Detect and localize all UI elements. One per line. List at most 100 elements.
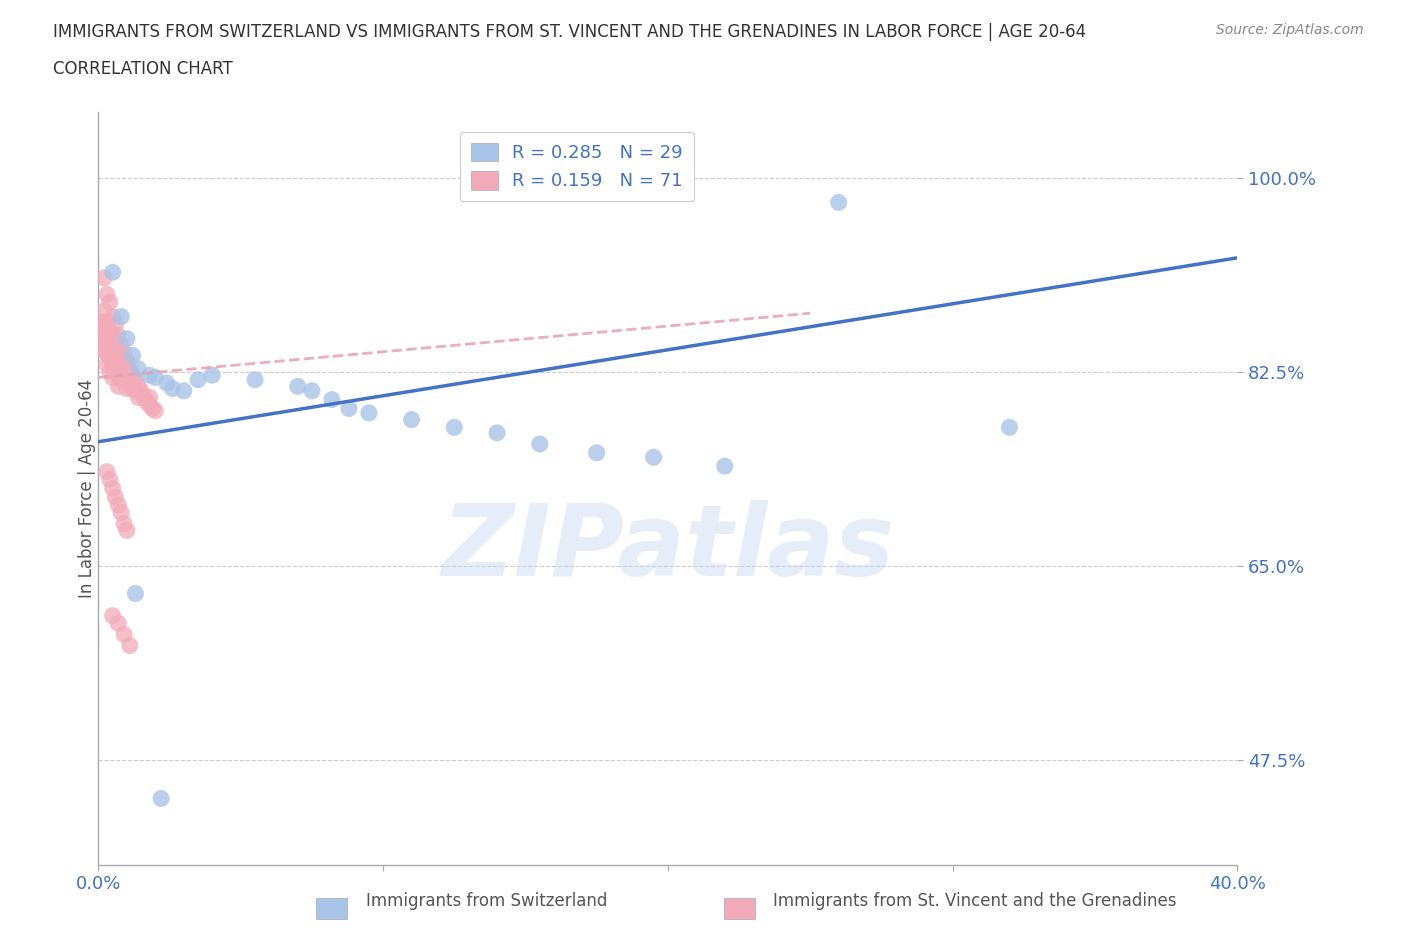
Y-axis label: In Labor Force | Age 20-64: In Labor Force | Age 20-64 — [79, 379, 96, 598]
Point — [98, 365, 121, 379]
Point — [201, 368, 224, 383]
Point — [150, 791, 173, 806]
Point — [132, 390, 155, 405]
Point — [118, 365, 141, 379]
Point — [96, 314, 118, 329]
Point — [121, 348, 143, 363]
Point — [124, 383, 146, 398]
Point — [118, 638, 141, 653]
Point — [127, 379, 149, 393]
Point — [121, 370, 143, 385]
Text: ZIPatlas: ZIPatlas — [441, 500, 894, 597]
Point — [443, 419, 465, 434]
Text: Immigrants from St. Vincent and the Grenadines: Immigrants from St. Vincent and the Gren… — [773, 892, 1177, 910]
Point — [138, 390, 160, 405]
Point — [337, 401, 360, 416]
Point — [156, 376, 179, 391]
Point — [96, 357, 118, 372]
Point — [93, 303, 115, 318]
Point — [101, 328, 124, 343]
Point — [112, 627, 135, 642]
Point — [115, 381, 138, 396]
Point — [112, 346, 135, 361]
Text: Source: ZipAtlas.com: Source: ZipAtlas.com — [1216, 23, 1364, 37]
Point — [96, 464, 118, 479]
Point — [101, 608, 124, 623]
Point — [173, 383, 195, 398]
Point — [93, 271, 115, 286]
Legend: R = 0.285   N = 29, R = 0.159   N = 71: R = 0.285 N = 29, R = 0.159 N = 71 — [460, 132, 693, 201]
Point — [828, 195, 851, 210]
Point — [101, 342, 124, 357]
Point — [321, 392, 343, 407]
Point — [90, 342, 112, 357]
Point — [107, 368, 129, 383]
Text: Immigrants from Switzerland: Immigrants from Switzerland — [366, 892, 607, 910]
Point — [107, 379, 129, 393]
Point — [121, 368, 143, 383]
Point — [104, 361, 127, 376]
Point — [101, 370, 124, 385]
Point — [115, 353, 138, 368]
Point — [124, 372, 146, 387]
Point — [107, 328, 129, 343]
Point — [127, 390, 149, 405]
Point — [107, 498, 129, 512]
Point — [101, 357, 124, 372]
Point — [104, 490, 127, 505]
Point — [98, 295, 121, 310]
Point — [98, 324, 121, 339]
Point — [118, 376, 141, 391]
Point — [110, 505, 132, 520]
Point — [96, 346, 118, 361]
Point — [115, 331, 138, 346]
Point — [145, 404, 167, 418]
Point — [112, 516, 135, 531]
Point — [129, 383, 152, 398]
Point — [112, 353, 135, 368]
Point — [107, 339, 129, 354]
Point — [135, 394, 157, 409]
Text: IMMIGRANTS FROM SWITZERLAND VS IMMIGRANTS FROM ST. VINCENT AND THE GRENADINES IN: IMMIGRANTS FROM SWITZERLAND VS IMMIGRANT… — [53, 23, 1087, 41]
Point — [110, 348, 132, 363]
Point — [301, 383, 323, 398]
Point — [101, 481, 124, 496]
Point — [141, 401, 163, 416]
Point — [96, 287, 118, 302]
Point — [90, 314, 112, 329]
Point — [101, 265, 124, 280]
Point — [138, 398, 160, 413]
Point — [98, 472, 121, 486]
Point — [401, 412, 423, 427]
Point — [110, 337, 132, 352]
Point — [115, 357, 138, 372]
Point — [486, 425, 509, 440]
Point — [98, 350, 121, 365]
Point — [104, 335, 127, 350]
Point — [107, 616, 129, 631]
Point — [110, 372, 132, 387]
Point — [115, 523, 138, 538]
Point — [998, 419, 1021, 434]
Point — [112, 368, 135, 383]
Point — [121, 381, 143, 396]
Point — [529, 436, 551, 451]
Point — [287, 379, 309, 393]
Point — [243, 372, 266, 387]
Point — [110, 361, 132, 376]
Point — [107, 353, 129, 368]
Point — [115, 370, 138, 385]
Text: CORRELATION CHART: CORRELATION CHART — [53, 60, 233, 78]
Point — [110, 309, 132, 324]
Point — [187, 372, 209, 387]
Point — [104, 348, 127, 363]
Point — [96, 331, 118, 346]
Point — [357, 405, 380, 420]
Point — [643, 450, 665, 465]
Point — [101, 309, 124, 324]
Point — [93, 337, 115, 352]
Point — [145, 370, 167, 385]
Point — [127, 361, 149, 376]
Point — [162, 381, 184, 396]
Point — [118, 361, 141, 376]
